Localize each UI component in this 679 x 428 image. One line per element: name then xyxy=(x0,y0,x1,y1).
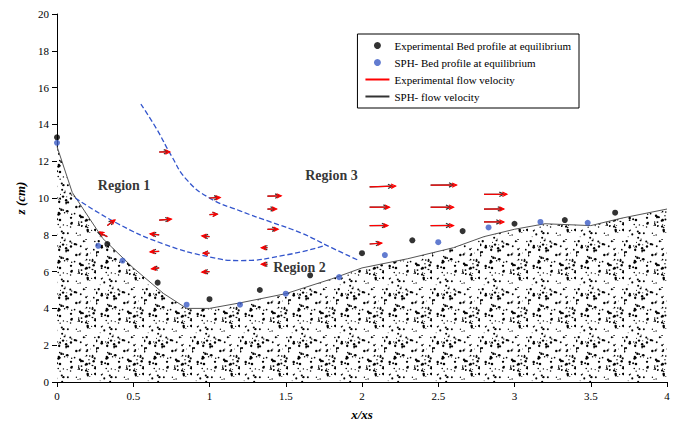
svg-text:2.5: 2.5 xyxy=(431,390,445,402)
svg-text:4: 4 xyxy=(664,390,670,402)
svg-text:Region 1: Region 1 xyxy=(98,178,151,193)
svg-text:12: 12 xyxy=(38,155,49,167)
svg-text:20: 20 xyxy=(38,8,50,20)
svg-text:18: 18 xyxy=(38,45,50,57)
svg-text:Region 2: Region 2 xyxy=(273,260,326,275)
svg-text:14: 14 xyxy=(38,118,50,130)
svg-text:0: 0 xyxy=(44,376,50,388)
svg-text:x/xs: x/xs xyxy=(350,407,373,422)
svg-text:1: 1 xyxy=(207,390,213,402)
svg-text:1.5: 1.5 xyxy=(279,390,293,402)
svg-text:2: 2 xyxy=(44,339,50,351)
svg-text:0.5: 0.5 xyxy=(126,390,140,402)
svg-text:4: 4 xyxy=(44,302,50,314)
svg-text:10: 10 xyxy=(38,192,50,204)
svg-text:0: 0 xyxy=(54,390,60,402)
svg-text:2: 2 xyxy=(359,390,365,402)
svg-text:Experimental Bed profile at eq: Experimental Bed profile at equilibrium xyxy=(394,40,571,52)
svg-text:SPH- Bed profile at equilibriu: SPH- Bed profile at equilibrium xyxy=(394,57,536,69)
svg-text:6: 6 xyxy=(44,266,50,278)
svg-text:8: 8 xyxy=(44,229,50,241)
svg-text:Experimental flow velocity: Experimental flow velocity xyxy=(394,74,515,86)
svg-text:z (cm): z (cm) xyxy=(13,182,28,216)
svg-text:Region 3: Region 3 xyxy=(305,168,358,183)
svg-text:16: 16 xyxy=(38,82,50,94)
svg-text:3: 3 xyxy=(512,390,518,402)
svg-text:3.5: 3.5 xyxy=(584,390,598,402)
svg-text:SPH- flow velocity: SPH- flow velocity xyxy=(394,91,479,103)
